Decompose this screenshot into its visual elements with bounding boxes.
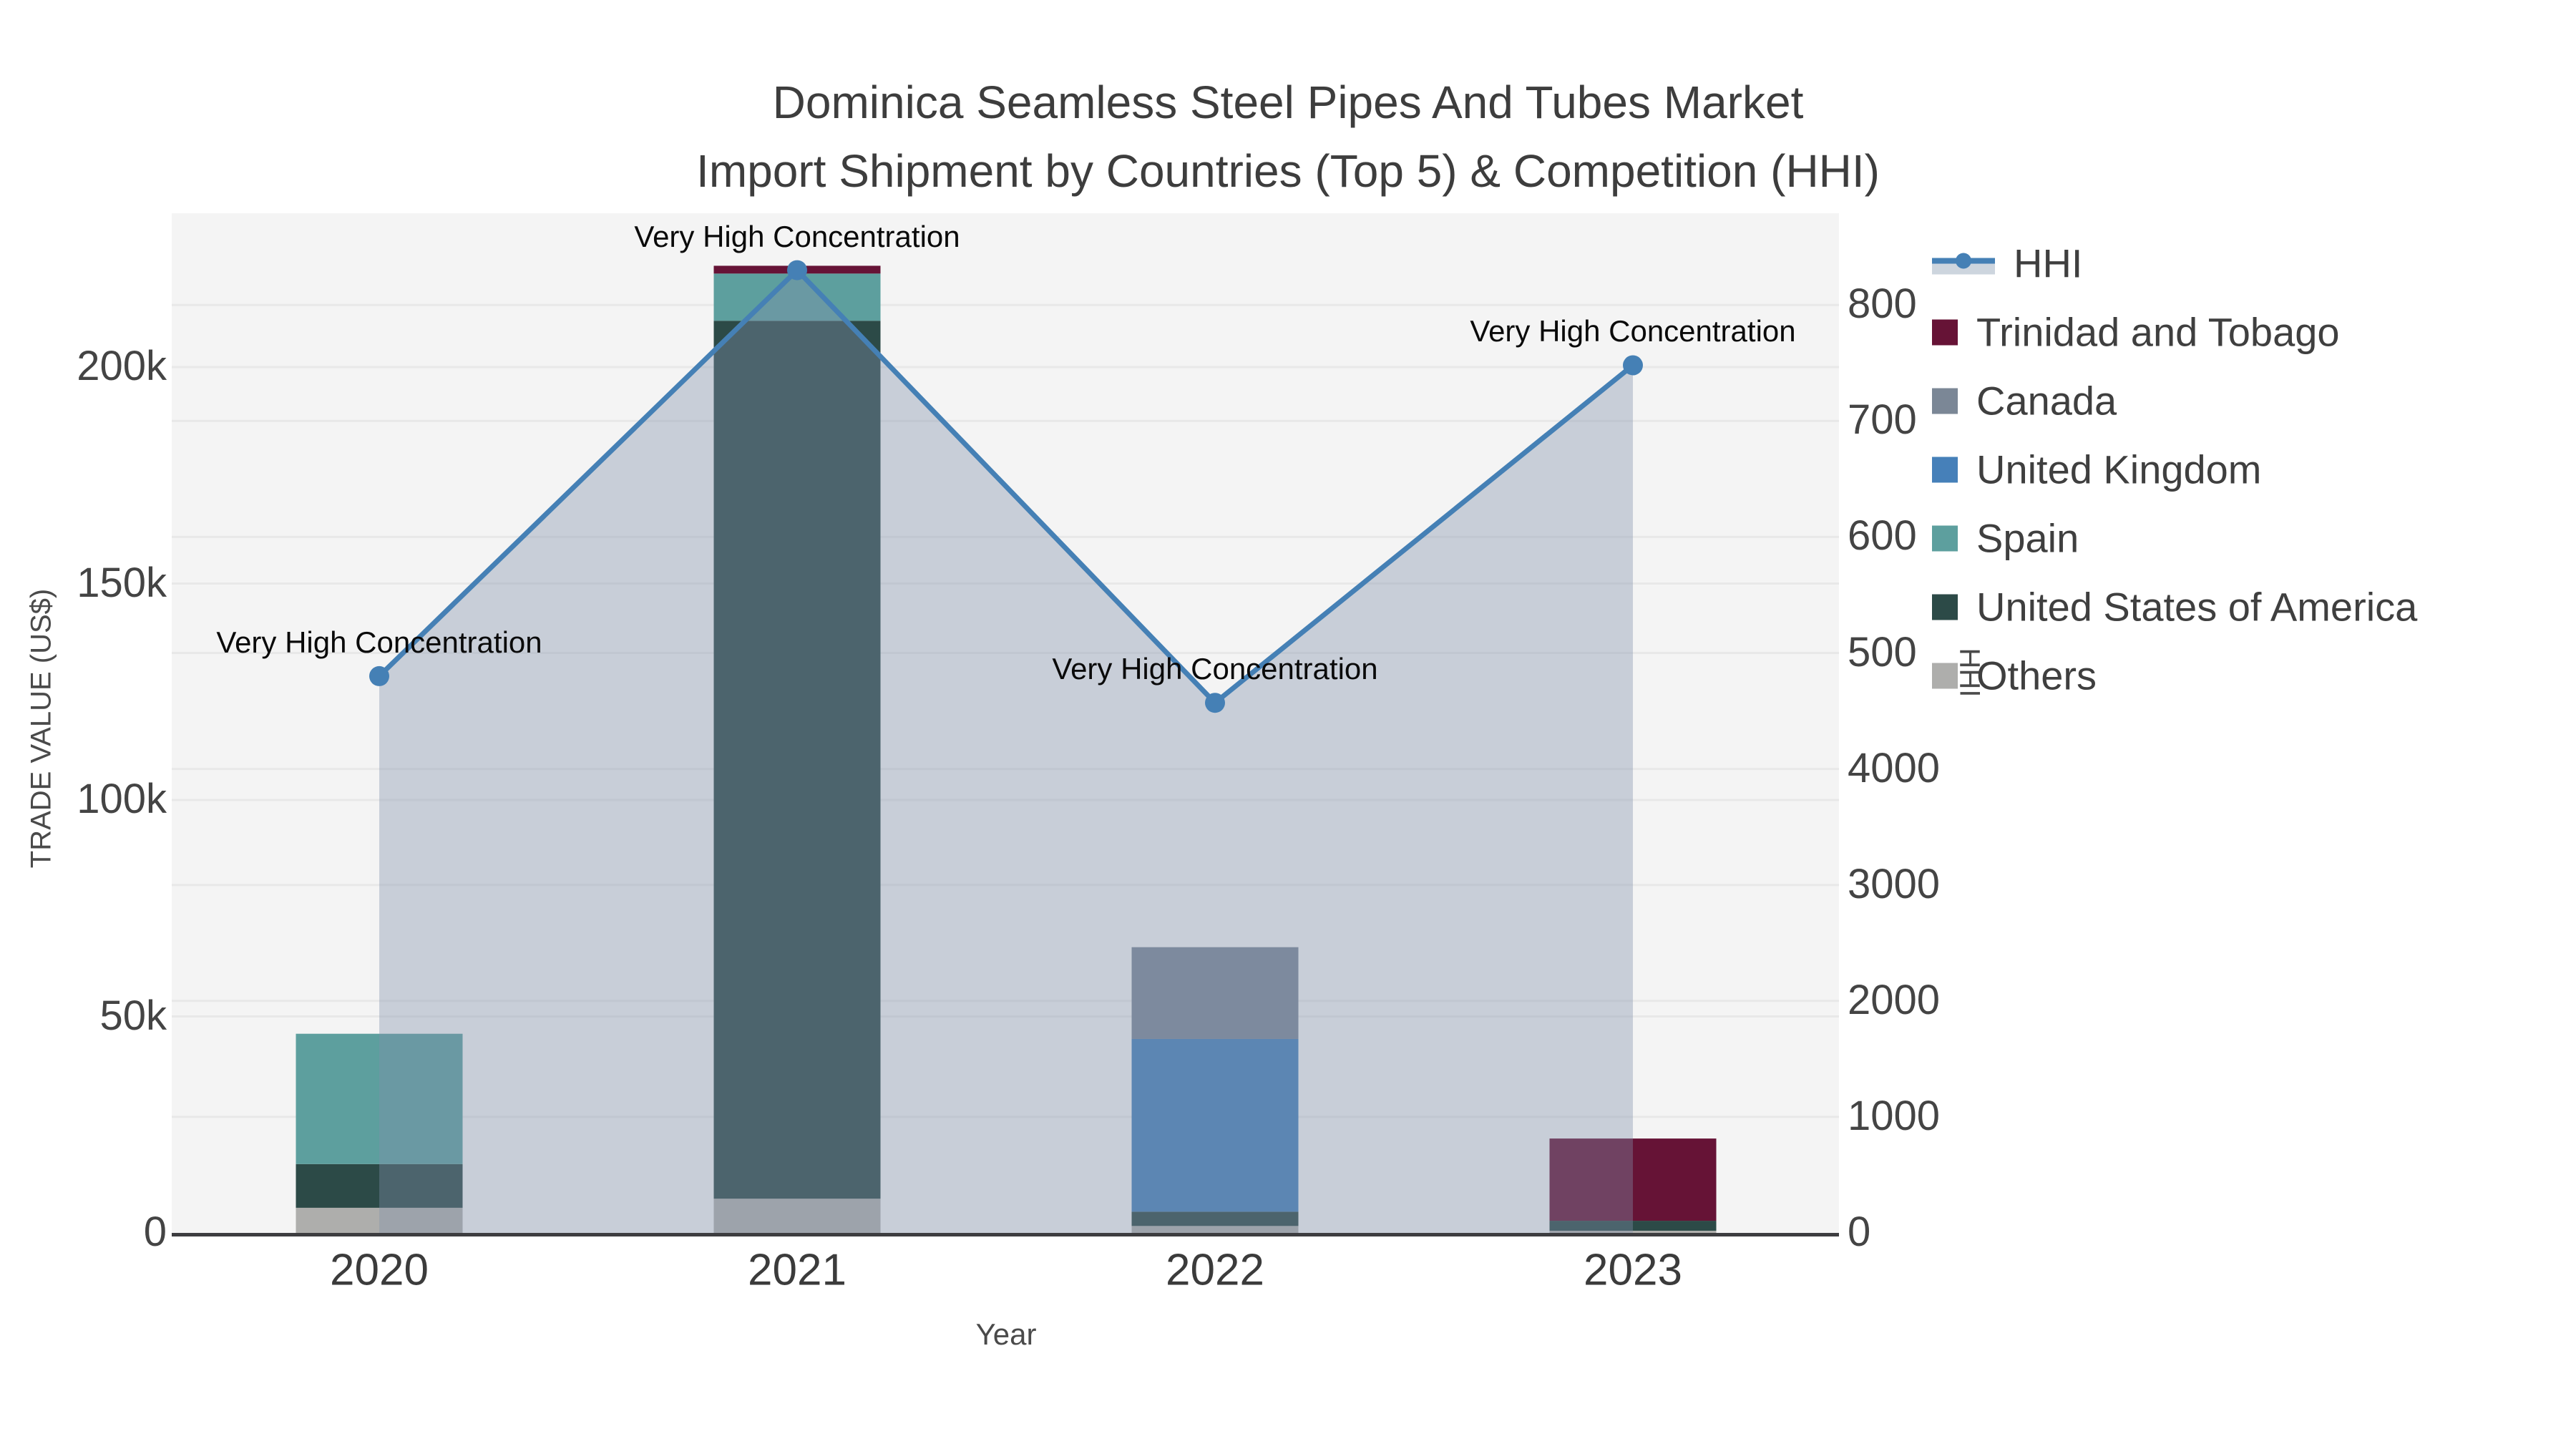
x-tick-2023: 2023 — [1584, 1245, 1682, 1295]
annotation-2023: Very High Concentration — [1470, 314, 1796, 348]
y-right-tick-1000: 1000 — [1848, 1093, 1941, 1140]
x-tick-2021: 2021 — [748, 1245, 847, 1295]
y-right-tick-3000: 3000 — [1848, 860, 1941, 907]
legend-label: United Kingdom — [1976, 447, 2262, 492]
hhi-fill-area — [379, 270, 1633, 1233]
bar-segment-united-states-of-america-2021 — [713, 321, 881, 1199]
y-right-tick-4000: 4000 — [1848, 744, 1941, 791]
y-left-tick-0: 0 — [143, 1209, 167, 1256]
y-right-tick-2000: 2000 — [1848, 976, 1941, 1023]
y-left-tick-200k: 200k — [77, 343, 167, 390]
legend-swatch-icon — [1932, 663, 1958, 688]
legend-item-trinidad-and-tobago[interactable]: Trinidad and Tobago — [1932, 309, 2340, 356]
y-right-tick-500: 500 — [1848, 628, 1917, 675]
legend-swatch-icon — [1932, 319, 1958, 345]
x-axis-line — [172, 1233, 1839, 1236]
legend-label: Trinidad and Tobago — [1976, 309, 2340, 355]
legend-swatch-icon — [1932, 525, 1958, 551]
x-axis-title: Year — [975, 1317, 1037, 1351]
hhi-line — [377, 268, 1635, 706]
legend-item-united-states-of-america[interactable]: United States of America — [1932, 584, 2417, 630]
legend-item-united-kingdom[interactable]: United Kingdom — [1932, 447, 2261, 493]
y-left-axis-title: TRADE VALUE (US$) — [25, 588, 57, 869]
legend-swatch-icon — [1932, 388, 1958, 414]
legend-item-hhi[interactable]: HHI — [1932, 240, 2082, 287]
bar-segment-others-2023 — [1549, 1230, 1717, 1233]
annotation-2022: Very High Concentration — [1052, 652, 1378, 686]
bar-segment-others-2021 — [713, 1199, 881, 1233]
legend-item-others[interactable]: Others — [1932, 653, 2097, 699]
hhi-marker-2021 — [787, 260, 807, 280]
hhi-marker-sample — [1956, 253, 1971, 268]
hhi-marker-2022 — [1205, 693, 1225, 713]
bar-segment-spain-2021 — [713, 273, 881, 321]
y-right-tick-600: 600 — [1848, 512, 1917, 560]
legend-label: Canada — [1976, 378, 2117, 424]
chart-title-line1: Dominica Seamless Steel Pipes And Tubes … — [772, 77, 1804, 128]
legend-label: Spain — [1976, 515, 2079, 561]
bar-segment-united-states-of-america-2022 — [1131, 1211, 1299, 1226]
legend-label: Others — [1976, 653, 2097, 698]
bar-segment-united-kingdom-2022 — [1131, 1038, 1299, 1212]
legend-item-spain[interactable]: Spain — [1932, 515, 2079, 562]
y-left-tick-50k: 50k — [99, 992, 167, 1039]
hhi-line-sample-icon — [1932, 253, 1995, 274]
legend-label: HHI — [2014, 240, 2083, 286]
annotation-2020: Very High Concentration — [216, 625, 542, 659]
y-left-tick-100k: 100k — [77, 776, 167, 823]
chart-title-line2: Import Shipment by Countries (Top 5) & C… — [696, 145, 1880, 197]
bar-segment-others-2020 — [296, 1207, 463, 1233]
legend-swatch-icon — [1932, 457, 1958, 482]
annotation-2021: Very High Concentration — [634, 219, 960, 253]
x-tick-2022: 2022 — [1166, 1245, 1264, 1295]
hhi-marker-2023 — [1623, 355, 1643, 376]
bar-segment-trinidad-and-tobago-2023 — [1549, 1138, 1717, 1221]
legend-item-canada[interactable]: Canada — [1932, 378, 2117, 424]
bar-segment-spain-2020 — [296, 1033, 463, 1164]
legend-swatch-icon — [1932, 594, 1958, 620]
y-right-tick-700: 700 — [1848, 396, 1917, 444]
y-left-tick-150k: 150k — [77, 559, 167, 606]
y-right-tick-800: 800 — [1848, 280, 1917, 328]
x-tick-2020: 2020 — [330, 1245, 429, 1295]
bar-segment-united-states-of-america-2023 — [1549, 1221, 1717, 1231]
bar-segment-united-states-of-america-2020 — [296, 1163, 463, 1208]
bar-segment-others-2022 — [1131, 1226, 1299, 1233]
hhi-marker-2020 — [369, 665, 389, 686]
legend-label: United States of America — [1976, 584, 2418, 630]
hhi-fill-sample — [1932, 263, 1995, 274]
y-right-tick-0: 0 — [1848, 1209, 1871, 1256]
bar-segment-canada-2022 — [1131, 947, 1299, 1039]
